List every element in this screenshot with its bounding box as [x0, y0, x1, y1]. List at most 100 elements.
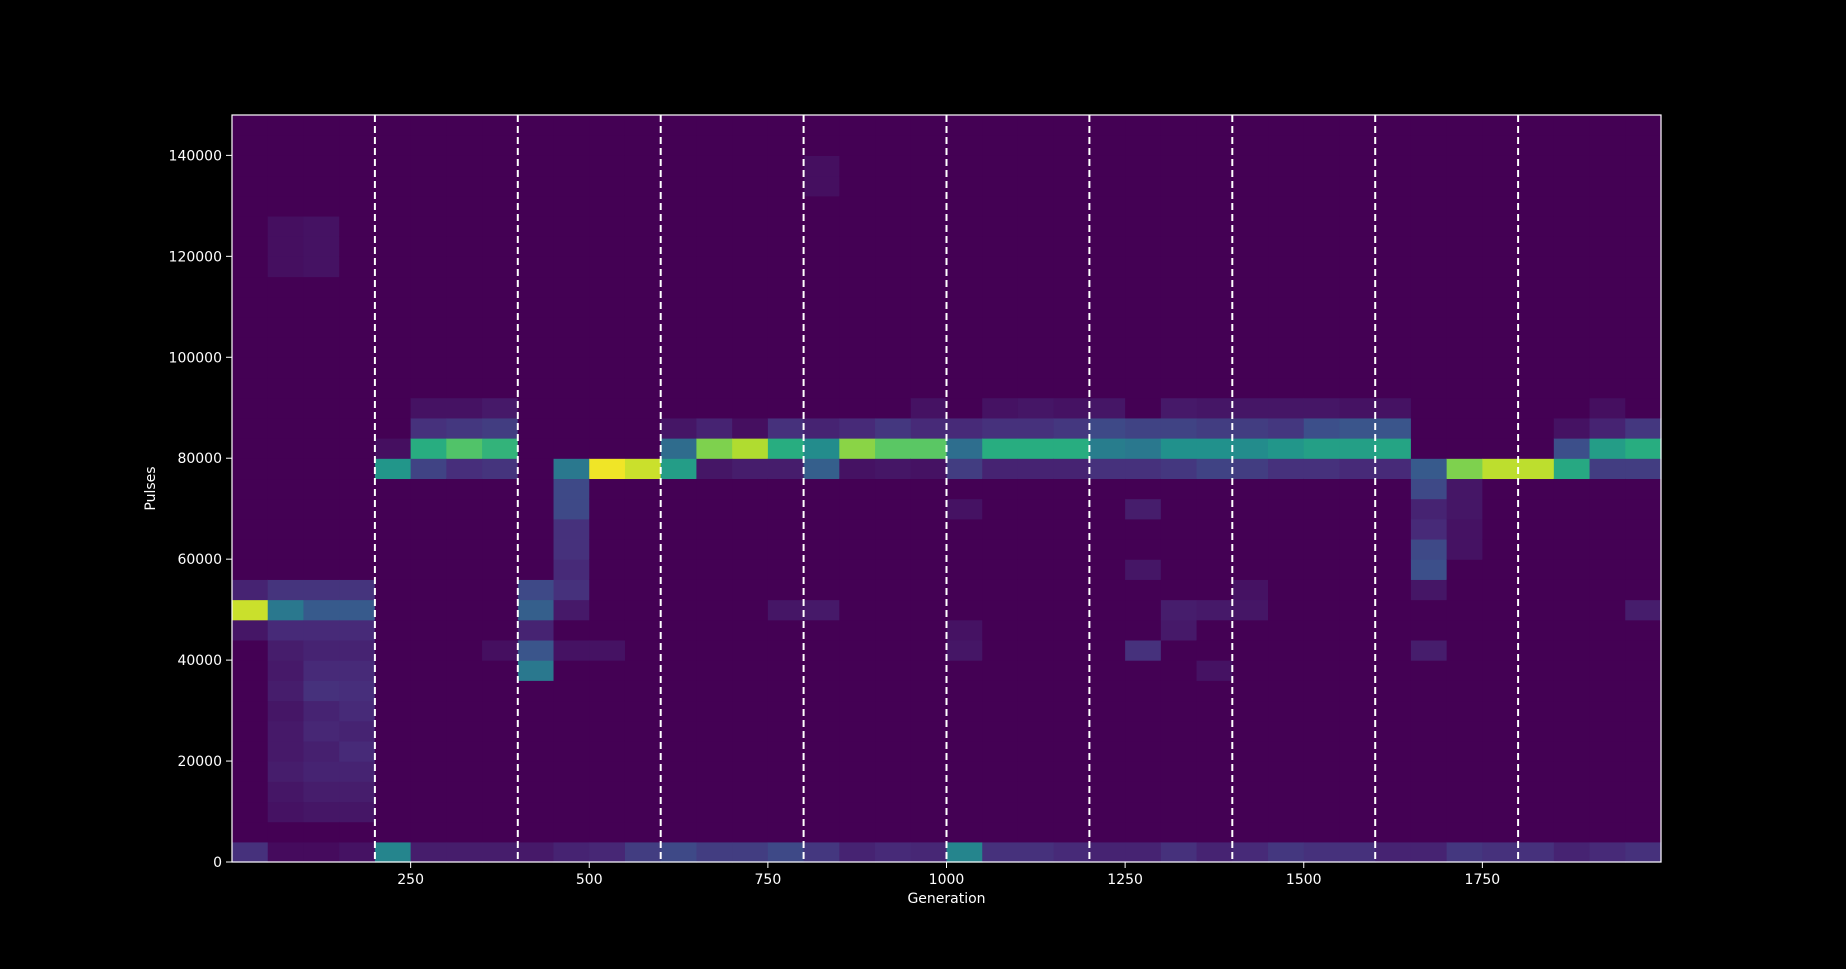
heatmap-cell: [982, 357, 1019, 379]
heatmap-cell: [303, 781, 340, 803]
heatmap-cell: [589, 559, 626, 580]
heatmap-cell: [910, 761, 948, 782]
heatmap-cell: [1268, 377, 1305, 399]
heatmap-cell: [303, 215, 340, 237]
heatmap-cell: [982, 680, 1019, 702]
heatmap-cell: [946, 458, 983, 480]
heatmap-cell: [839, 296, 876, 318]
heatmap-cell: [803, 357, 840, 379]
heatmap-cell: [767, 316, 805, 338]
heatmap-cell: [839, 276, 876, 298]
heatmap-cell: [232, 841, 269, 863]
heatmap-cell: [1410, 801, 1448, 823]
heatmap-cell: [1268, 720, 1305, 742]
heatmap-cell: [1518, 296, 1555, 318]
heatmap-cell: [1375, 438, 1412, 459]
heatmap-cell: [1196, 316, 1233, 338]
heatmap-cell: [303, 357, 340, 379]
heatmap-cell: [1410, 559, 1448, 580]
heatmap-cell: [875, 619, 912, 641]
heatmap-cell: [624, 579, 662, 601]
heatmap-cell: [1017, 680, 1055, 702]
heatmap-cell: [1482, 276, 1519, 298]
heatmap-cell: [1053, 115, 1090, 136]
heatmap-cell: [553, 195, 590, 217]
heatmap-cell: [732, 680, 769, 702]
heatmap-cell: [839, 619, 876, 641]
heatmap-cell: [1160, 236, 1198, 257]
heatmap-cell: [732, 639, 769, 661]
heatmap-cell: [875, 195, 912, 217]
heatmap-cell: [553, 296, 590, 318]
heatmap-cell: [1125, 619, 1162, 641]
heatmap-cell: [1410, 781, 1448, 803]
heatmap-cell: [1482, 296, 1519, 318]
heatmap-cell: [1446, 559, 1483, 580]
heatmap-cell: [482, 801, 519, 823]
heatmap-cell: [1196, 700, 1233, 722]
heatmap-cell: [1125, 438, 1162, 459]
heatmap-cell: [517, 781, 555, 803]
heatmap-cell: [767, 538, 805, 560]
heatmap-cell: [410, 639, 447, 661]
heatmap-cell: [803, 256, 840, 278]
heatmap-cell: [1268, 801, 1305, 823]
heatmap-cell: [1160, 276, 1198, 298]
heatmap-cell: [482, 377, 519, 399]
heatmap-cell: [267, 276, 305, 298]
heatmap-cell: [624, 377, 662, 399]
heatmap-cell: [1482, 660, 1519, 681]
heatmap-cell: [1089, 538, 1126, 560]
heatmap-cell: [446, 599, 483, 621]
y-axis-label: Pulses: [143, 466, 159, 510]
heatmap-cell: [946, 397, 983, 419]
heatmap-cell: [1303, 660, 1341, 681]
heatmap-cell: [1410, 720, 1448, 742]
heatmap-cell: [1053, 619, 1090, 641]
heatmap-cell: [1017, 559, 1055, 580]
heatmap-cell: [267, 660, 305, 681]
heatmap-cell: [696, 538, 733, 560]
heatmap-cell: [1375, 155, 1412, 177]
heatmap-cell: [374, 276, 412, 298]
heatmap-cell: [1518, 639, 1555, 661]
heatmap-cell: [267, 115, 305, 136]
heatmap-cell: [1446, 498, 1483, 520]
heatmap-cell: [553, 538, 590, 560]
heatmap-cell: [982, 821, 1019, 843]
heatmap-cell: [946, 761, 983, 782]
heatmap-cell: [1017, 700, 1055, 722]
heatmap-cell: [910, 518, 948, 540]
heatmap-cell: [1160, 579, 1198, 601]
heatmap-cell: [553, 236, 590, 257]
heatmap-cell: [1053, 377, 1090, 399]
heatmap-cell: [1625, 215, 1662, 237]
heatmap-cell: [1232, 417, 1269, 439]
heatmap-cell: [803, 619, 840, 641]
heatmap-cell: [767, 498, 805, 520]
heatmap-cell: [1303, 296, 1341, 318]
heatmap-cell: [1125, 538, 1162, 560]
heatmap-cell: [767, 599, 805, 621]
heatmap-cell: [232, 215, 269, 237]
heatmap-cell: [374, 115, 412, 136]
heatmap-cell: [1518, 660, 1555, 681]
heatmap-cell: [696, 579, 733, 601]
heatmap-cell: [1089, 296, 1126, 318]
heatmap-cell: [339, 337, 376, 358]
heatmap-cell: [446, 215, 483, 237]
heatmap-cell: [410, 841, 447, 863]
heatmap-cell: [446, 135, 483, 156]
heatmap-cell: [732, 538, 769, 560]
heatmap-cell: [339, 195, 376, 217]
heatmap-cell: [374, 215, 412, 237]
y-tick-label: 40000: [177, 653, 222, 669]
heatmap-cell: [839, 781, 876, 803]
heatmap-cell: [589, 660, 626, 681]
heatmap-cell: [303, 700, 340, 722]
heatmap-cell: [732, 579, 769, 601]
heatmap-cell: [1232, 821, 1269, 843]
heatmap-cell: [696, 599, 733, 621]
heatmap-cell: [1589, 337, 1626, 358]
heatmap-cell: [374, 700, 412, 722]
